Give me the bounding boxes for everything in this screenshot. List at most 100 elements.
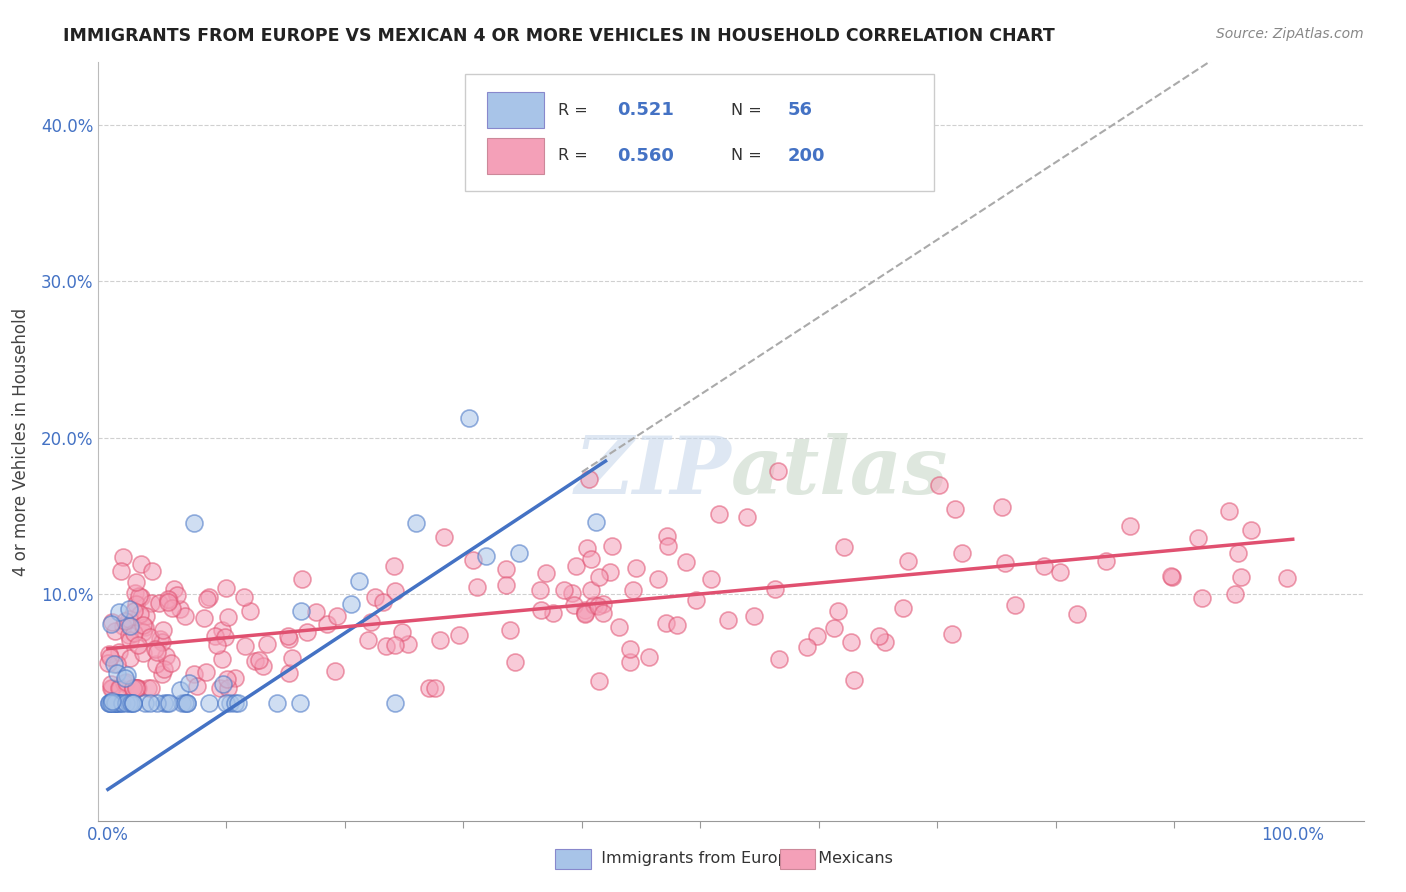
Point <box>195 665 218 679</box>
Point <box>592 607 614 621</box>
Point <box>574 607 596 622</box>
Point <box>928 478 950 492</box>
Point <box>114 614 136 628</box>
Point <box>447 628 470 642</box>
Point <box>1066 607 1088 621</box>
Point <box>375 639 398 653</box>
Point <box>543 606 565 620</box>
Text: 200: 200 <box>787 146 825 165</box>
Point <box>429 633 451 648</box>
Point <box>156 697 179 711</box>
Point <box>103 697 125 711</box>
Point <box>204 629 226 643</box>
Point <box>193 611 215 625</box>
Point <box>104 624 127 639</box>
Point <box>127 681 149 695</box>
Point <box>602 539 624 553</box>
Point <box>657 539 679 553</box>
Point <box>579 552 602 566</box>
Point <box>735 510 758 524</box>
Point <box>495 562 517 576</box>
Point <box>120 697 142 711</box>
Point <box>565 558 588 573</box>
Point <box>224 697 246 711</box>
Point <box>700 572 723 586</box>
Point <box>98 697 121 711</box>
Point <box>115 697 138 711</box>
Point <box>179 676 201 690</box>
Point <box>169 683 191 698</box>
Point <box>1160 569 1182 583</box>
Point <box>768 651 790 665</box>
Point <box>170 697 193 711</box>
Point <box>195 591 218 606</box>
Point <box>624 560 647 574</box>
Point <box>562 598 585 612</box>
Point <box>280 651 302 665</box>
Point <box>578 472 600 486</box>
Point <box>150 667 173 681</box>
Text: N =: N = <box>731 103 762 118</box>
Point <box>124 586 146 600</box>
Point <box>599 566 621 580</box>
Point <box>145 697 167 711</box>
FancyBboxPatch shape <box>486 92 544 128</box>
Point <box>295 625 318 640</box>
Point <box>125 681 148 695</box>
Point <box>579 582 602 597</box>
Point <box>176 697 198 711</box>
Point <box>224 671 246 685</box>
Point <box>198 590 221 604</box>
Point <box>675 555 697 569</box>
Point <box>108 645 131 659</box>
Point <box>839 635 862 649</box>
Point <box>619 641 641 656</box>
Point <box>827 604 849 618</box>
Point <box>111 619 134 633</box>
Point <box>145 657 167 671</box>
Point <box>114 675 136 690</box>
Point <box>1218 504 1240 518</box>
Point <box>120 619 142 633</box>
Point <box>647 573 669 587</box>
Point <box>585 515 607 529</box>
Point <box>135 609 157 624</box>
Point <box>124 575 146 590</box>
Point <box>146 645 169 659</box>
Text: 0.560: 0.560 <box>617 146 673 165</box>
Point <box>897 554 920 568</box>
Point <box>575 541 598 555</box>
Point <box>305 605 328 619</box>
Point <box>950 546 973 560</box>
Point <box>125 681 148 695</box>
Point <box>104 697 127 711</box>
Point <box>101 694 124 708</box>
Point <box>129 590 152 604</box>
Point <box>1223 587 1246 601</box>
Point <box>530 603 553 617</box>
Point <box>574 603 596 617</box>
Point <box>685 593 707 607</box>
Point <box>139 697 162 711</box>
Point <box>621 583 644 598</box>
FancyBboxPatch shape <box>465 74 934 191</box>
Point <box>364 590 387 604</box>
Point <box>1226 546 1249 560</box>
Point <box>107 697 129 711</box>
Point <box>157 593 180 607</box>
Text: R =: R = <box>558 148 588 163</box>
Point <box>1119 519 1142 533</box>
Point <box>277 632 299 647</box>
Point <box>561 586 583 600</box>
Point <box>657 529 679 543</box>
Point <box>588 599 610 614</box>
Point <box>405 516 427 530</box>
Point <box>619 655 641 669</box>
Point <box>169 602 191 616</box>
Point <box>128 589 150 603</box>
Point <box>1277 570 1299 584</box>
Point <box>384 583 406 598</box>
Point <box>666 617 689 632</box>
Text: Immigrants from Europe: Immigrants from Europe <box>591 851 797 865</box>
Point <box>717 613 740 627</box>
